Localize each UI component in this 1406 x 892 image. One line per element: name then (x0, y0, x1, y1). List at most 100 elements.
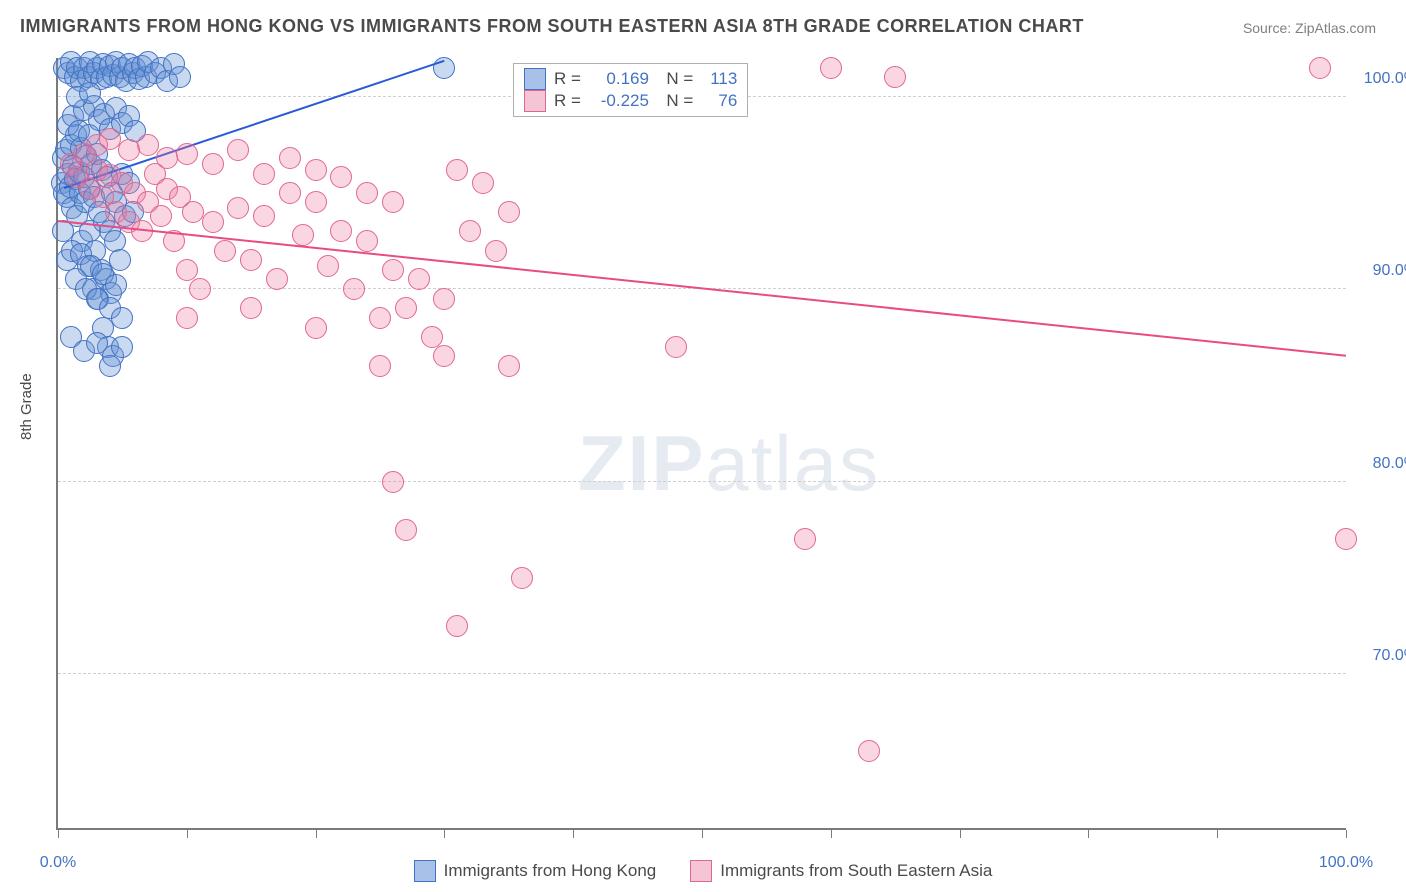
data-point-sea (330, 166, 352, 188)
data-point-sea (266, 268, 288, 290)
watermark: ZIPatlas (578, 418, 880, 509)
data-point-sea (858, 740, 880, 762)
stats-n-value-hk: 113 (701, 69, 737, 89)
stats-swatch-hk (524, 68, 546, 90)
stats-n-value-sea: 76 (701, 91, 737, 111)
x-tick (316, 830, 317, 838)
data-point-sea (1335, 528, 1357, 550)
legend-item-hk: Immigrants from Hong Kong (414, 860, 657, 882)
data-point-sea (305, 159, 327, 181)
data-point-sea (227, 139, 249, 161)
gridline (58, 481, 1346, 482)
data-point-sea (227, 197, 249, 219)
stats-box: R = 0.169 N = 113R = -0.225 N = 76 (513, 63, 748, 117)
data-point-sea (356, 182, 378, 204)
legend-item-sea: Immigrants from South Eastern Asia (690, 860, 992, 882)
stats-r-value-hk: 0.169 (589, 69, 649, 89)
data-point-sea (498, 355, 520, 377)
data-point-hk (99, 355, 121, 377)
data-point-sea (421, 326, 443, 348)
data-point-sea (137, 134, 159, 156)
data-point-sea (189, 278, 211, 300)
data-point-sea (1309, 57, 1331, 79)
y-tick-label: 70.0% (1373, 647, 1406, 665)
data-point-sea (253, 163, 275, 185)
watermark-rest: atlas (705, 419, 880, 507)
data-point-hk (86, 332, 108, 354)
scatter-plot-area: ZIPatlas 70.0%80.0%90.0%100.0%0.0%100.0%… (56, 58, 1346, 830)
data-point-hk (169, 66, 191, 88)
legend-swatch-sea (690, 860, 712, 882)
stats-r-value-sea: -0.225 (589, 91, 649, 111)
data-point-hk (79, 82, 101, 104)
data-point-sea (240, 297, 262, 319)
y-tick-label: 90.0% (1373, 262, 1406, 280)
data-point-sea (820, 57, 842, 79)
data-point-sea (446, 615, 468, 637)
data-point-sea (433, 345, 455, 367)
data-point-sea (794, 528, 816, 550)
stats-row-hk: R =0.169 N =113 (524, 68, 737, 90)
bottom-legend: Immigrants from Hong Kong Immigrants fro… (0, 860, 1406, 882)
x-tick (702, 830, 703, 838)
data-point-sea (446, 159, 468, 181)
data-point-sea (150, 205, 172, 227)
data-point-sea (176, 143, 198, 165)
data-point-sea (356, 230, 378, 252)
data-point-hk (433, 57, 455, 79)
gridline (58, 673, 1346, 674)
data-point-sea (305, 317, 327, 339)
data-point-sea (202, 153, 224, 175)
data-point-sea (382, 471, 404, 493)
data-point-sea (176, 259, 198, 281)
x-tick (960, 830, 961, 838)
stats-n-label: N = (657, 91, 693, 111)
y-tick-label: 80.0% (1373, 455, 1406, 473)
data-point-hk (111, 307, 133, 329)
x-tick (1217, 830, 1218, 838)
x-tick (187, 830, 188, 838)
data-point-sea (253, 205, 275, 227)
data-point-sea (382, 191, 404, 213)
data-point-sea (498, 201, 520, 223)
x-tick (573, 830, 574, 838)
data-point-sea (305, 191, 327, 213)
data-point-sea (202, 211, 224, 233)
x-tick (1088, 830, 1089, 838)
data-point-sea (343, 278, 365, 300)
stats-r-label: R = (554, 91, 581, 111)
data-point-sea (214, 240, 236, 262)
stats-n-label: N = (657, 69, 693, 89)
x-tick (58, 830, 59, 838)
data-point-sea (472, 172, 494, 194)
x-tick (831, 830, 832, 838)
x-tick (444, 830, 445, 838)
data-point-sea (459, 220, 481, 242)
data-point-sea (240, 249, 262, 271)
data-point-sea (511, 567, 533, 589)
stats-swatch-sea (524, 90, 546, 112)
data-point-sea (382, 259, 404, 281)
data-point-hk (105, 274, 127, 296)
data-point-sea (884, 66, 906, 88)
data-point-sea (665, 336, 687, 358)
data-point-sea (279, 147, 301, 169)
data-point-sea (176, 307, 198, 329)
data-point-sea (99, 128, 121, 150)
data-point-sea (156, 147, 178, 169)
chart-title: IMMIGRANTS FROM HONG KONG VS IMMIGRANTS … (20, 16, 1084, 37)
source-link[interactable]: ZipAtlas.com (1295, 20, 1376, 36)
data-point-sea (395, 519, 417, 541)
data-point-sea (433, 288, 455, 310)
x-tick (1346, 830, 1347, 838)
legend-label-hk: Immigrants from Hong Kong (444, 861, 657, 881)
watermark-bold: ZIP (578, 419, 705, 507)
legend-swatch-hk (414, 860, 436, 882)
data-point-sea (369, 307, 391, 329)
data-point-sea (330, 220, 352, 242)
source-prefix: Source: (1243, 20, 1295, 36)
y-axis-label: 8th Grade (18, 373, 35, 440)
data-point-sea (292, 224, 314, 246)
stats-row-sea: R = -0.225 N = 76 (524, 90, 737, 112)
data-point-sea (408, 268, 430, 290)
